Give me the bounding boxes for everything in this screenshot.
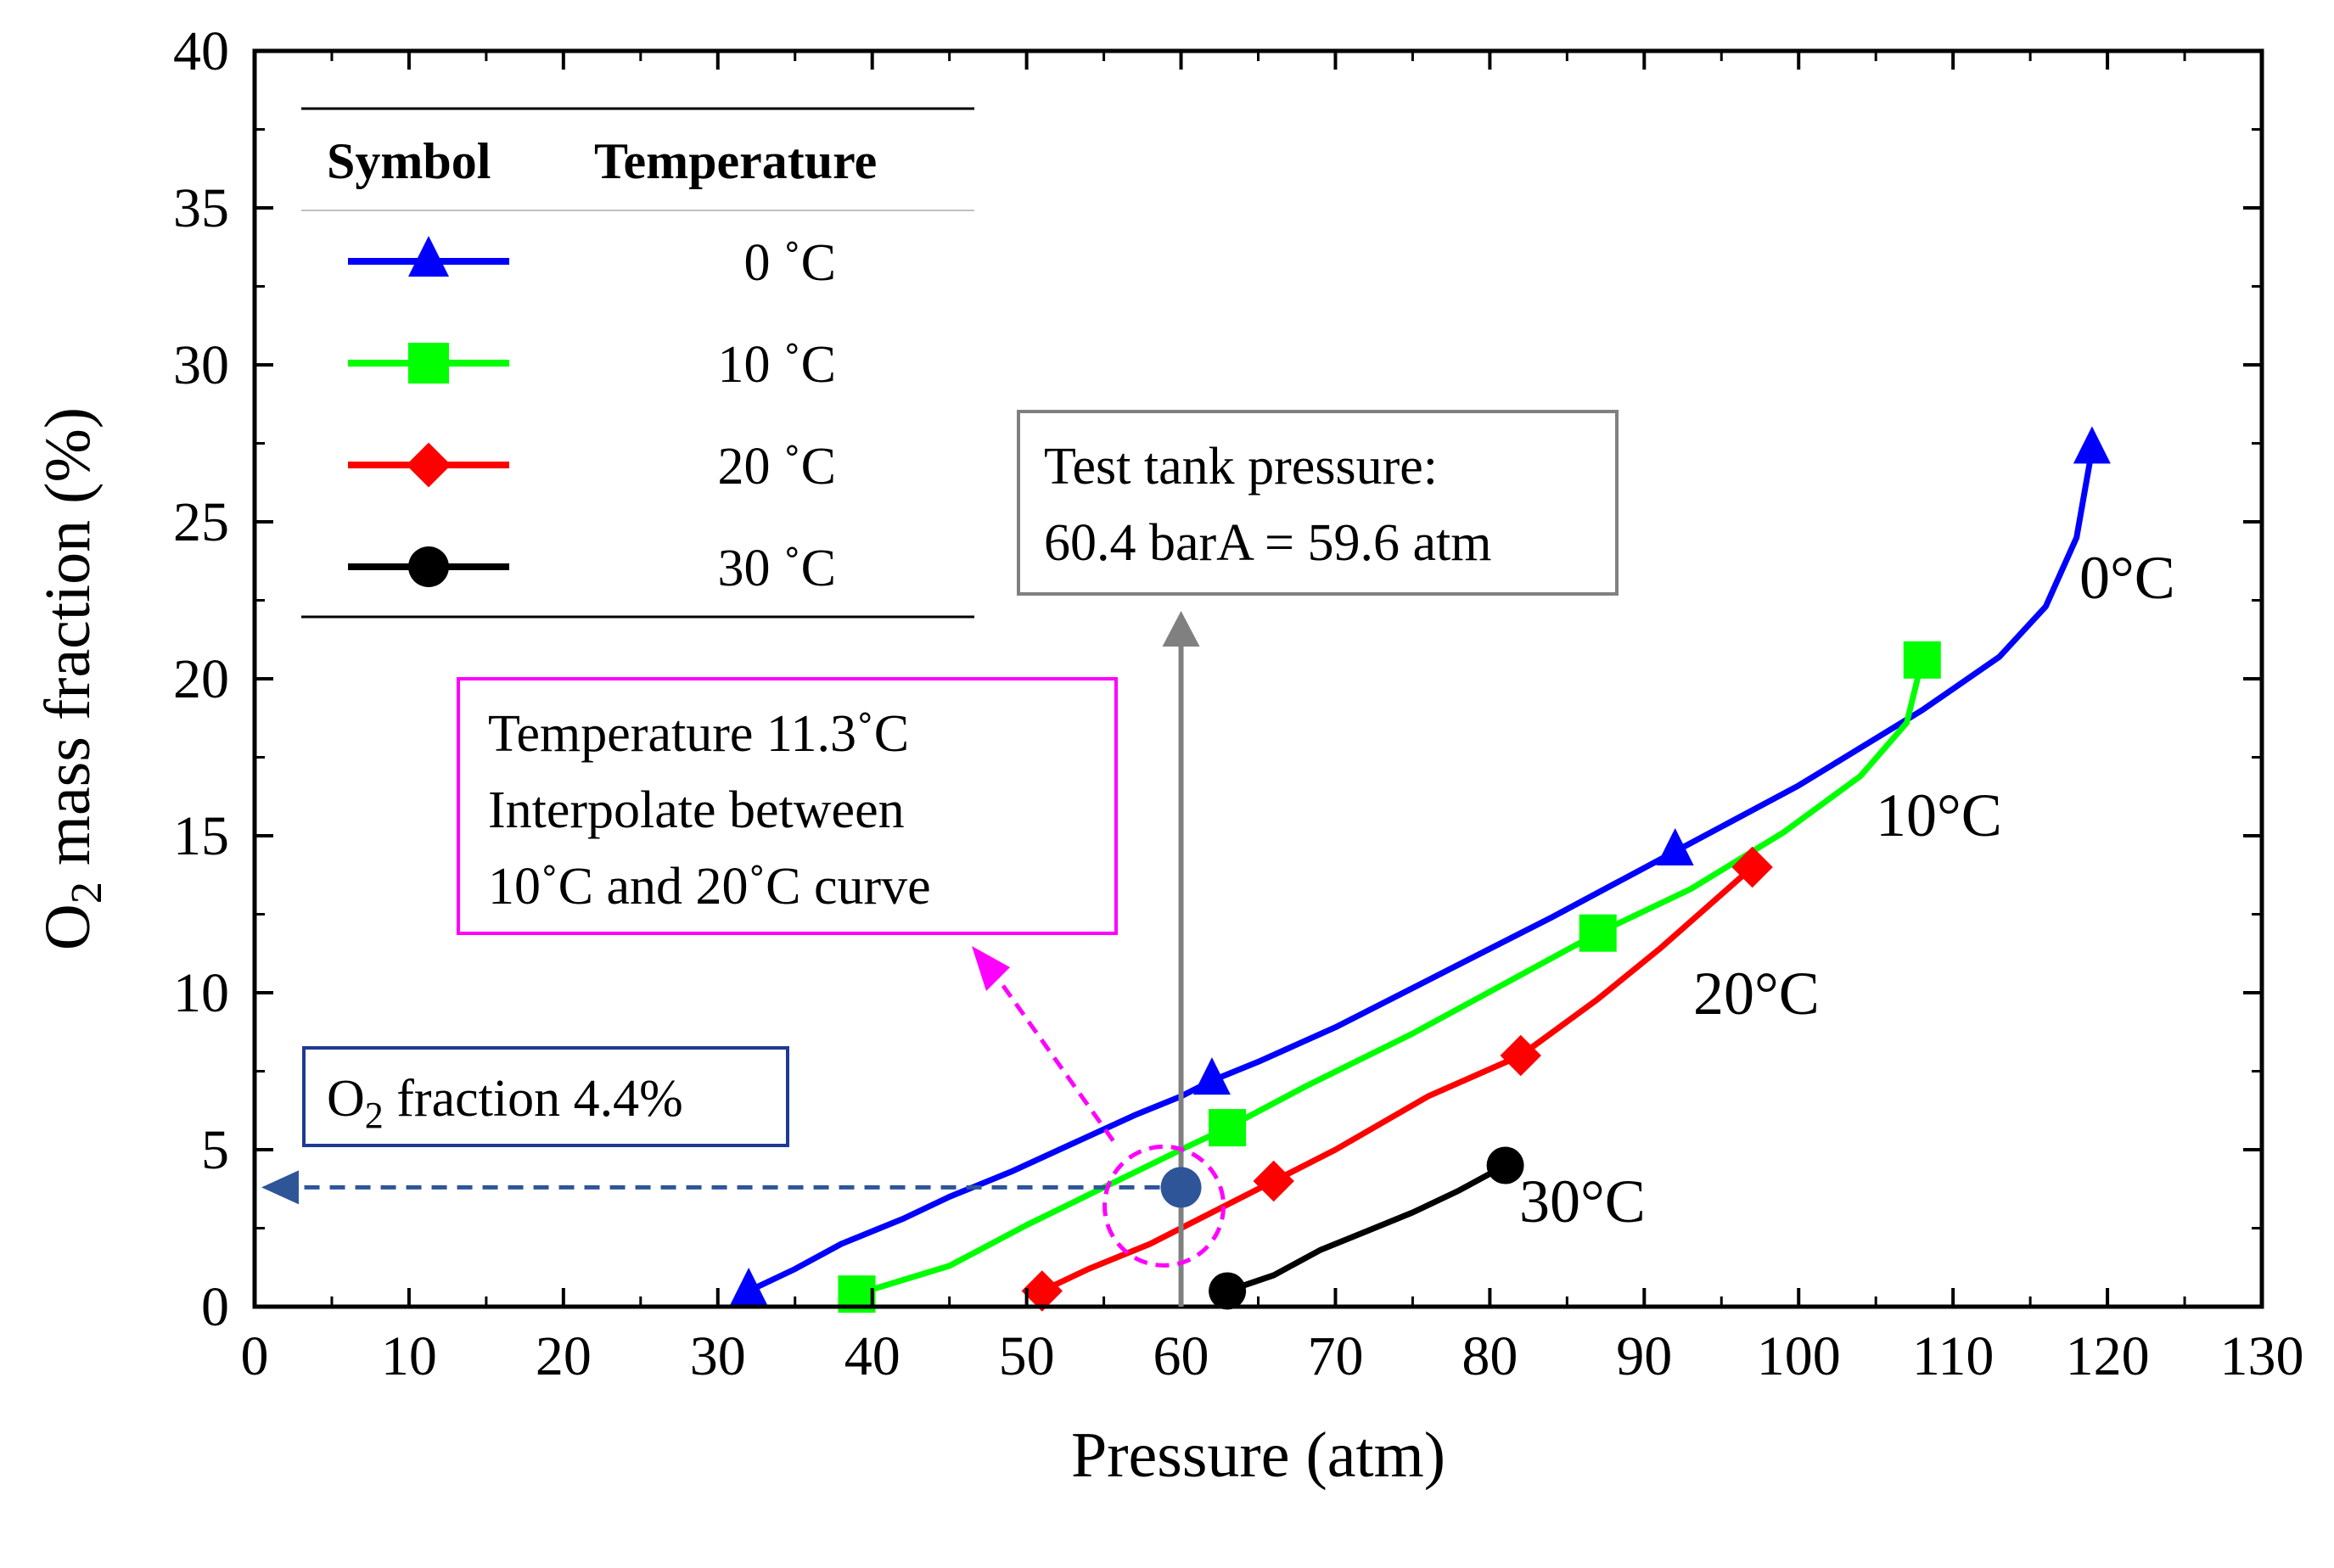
y-tick-label: 0 xyxy=(201,1276,229,1338)
x-tick-label: 60 xyxy=(1153,1325,1209,1387)
series-marker xyxy=(1656,828,1694,865)
curve-label: 20°C xyxy=(1693,960,1820,1028)
interpolation-line1: Temperature 11.3˚C xyxy=(488,705,909,763)
legend-header-temperature: Temperature xyxy=(594,133,877,189)
legend-row-1: 10 ˚C xyxy=(348,336,836,394)
curve-label: 10°C xyxy=(1876,781,2002,849)
series-line xyxy=(745,446,2096,1294)
test-point xyxy=(1160,1167,1202,1208)
interpolation-box-frame xyxy=(457,677,1118,935)
series-marker xyxy=(1209,1109,1247,1147)
curve-label: 0°C xyxy=(2079,544,2175,612)
y-tick-label: 25 xyxy=(173,491,229,553)
curve-label-layer: 0°C 10°C 20°C 30°C xyxy=(1519,544,2175,1235)
series-1 xyxy=(838,641,1941,1313)
tick-layer: 0 10 20 30 40 50 60 70 80 90 100 110 120 130 0 5 10 15 20 2… xyxy=(173,20,2304,1387)
x-tick-label: 120 xyxy=(2066,1325,2150,1387)
interpolation-arrowhead xyxy=(972,946,1010,991)
legend-marker xyxy=(408,546,449,587)
interpolation-line3: 10˚C and 20˚C curve xyxy=(488,858,931,916)
fraction-arrowhead xyxy=(261,1170,299,1205)
y-tick-label: 35 xyxy=(173,177,229,239)
fraction-box: O2 fraction 4.4% xyxy=(302,1046,789,1147)
y-axis-title-rest: mass fraction (%) xyxy=(32,407,104,882)
legend: Symbol Temperature 0 ˚C 10 ˚C 20 ˚C 30 ˚C xyxy=(301,107,974,619)
y-axis-title-o: O xyxy=(32,904,104,950)
tank-pressure-line2: 60.4 barA = 59.6 atm xyxy=(1044,514,1491,572)
legend-marker xyxy=(408,343,449,384)
y-axis-title-sub: 2 xyxy=(63,882,111,904)
y-axis-title: O2 mass fraction (%) xyxy=(32,407,111,950)
y-tick-label: 5 xyxy=(201,1119,229,1181)
y-tick-label: 15 xyxy=(173,805,229,867)
legend-row-3: 30 ˚C xyxy=(348,540,836,597)
interpolation-line2: Interpolate between xyxy=(488,781,905,839)
x-tick-label: 10 xyxy=(381,1325,437,1387)
series-line xyxy=(1224,1162,1509,1294)
x-tick-label: 20 xyxy=(536,1325,592,1387)
legend-marker xyxy=(408,236,449,277)
interpolation-box: Temperature 11.3˚C Interpolate between 1… xyxy=(457,677,1118,935)
series-marker xyxy=(1486,1146,1524,1184)
y-tick-label: 40 xyxy=(173,20,229,82)
series-marker xyxy=(1253,1160,1294,1202)
series-marker xyxy=(1731,846,1773,888)
fraction-text-o: O xyxy=(327,1070,365,1128)
series-marker xyxy=(1500,1034,1541,1077)
tank-pressure-line1: Test tank pressure: xyxy=(1044,438,1438,496)
y-tick-label: 30 xyxy=(173,334,229,396)
series-2 xyxy=(1021,846,1773,1312)
y-tick-label: 20 xyxy=(173,648,229,710)
series-marker xyxy=(1579,914,1617,952)
x-axis-title: Pressure (atm) xyxy=(1071,1420,1445,1491)
tank-pressure-box-frame xyxy=(1017,410,1619,596)
curve-label: 30°C xyxy=(1519,1168,1646,1235)
interpolation-arrow-line xyxy=(990,970,1115,1142)
series-3 xyxy=(1209,1146,1524,1310)
x-tick-label: 40 xyxy=(844,1325,900,1387)
series-marker xyxy=(2073,426,2111,464)
legend-header-symbol: Symbol xyxy=(327,133,491,189)
fraction-text-sub: 2 xyxy=(365,1095,384,1136)
legend-row-0: 0 ˚C xyxy=(348,234,836,292)
legend-label: 0 ˚C xyxy=(744,234,837,292)
pressure-arrowhead xyxy=(1162,611,1200,647)
legend-row-2: 20 ˚C xyxy=(348,438,836,496)
x-tick-label: 70 xyxy=(1307,1325,1363,1387)
x-tick-label: 80 xyxy=(1462,1325,1518,1387)
annotation-layer xyxy=(261,611,1226,1307)
series-line xyxy=(854,657,1926,1297)
series-line xyxy=(1039,864,1756,1294)
legend-marker xyxy=(406,442,452,488)
series-marker xyxy=(1903,641,1941,679)
series-layer xyxy=(730,426,2111,1313)
legend-label: 10 ˚C xyxy=(718,336,837,394)
legend-label: 20 ˚C xyxy=(718,438,837,496)
x-tick-label: 100 xyxy=(1757,1325,1841,1387)
x-tick-label: 110 xyxy=(1912,1325,1995,1387)
x-tick-label: 130 xyxy=(2220,1325,2304,1387)
fraction-text-rest: fraction 4.4% xyxy=(384,1070,683,1128)
tank-pressure-box: Test tank pressure: 60.4 barA = 59.6 atm xyxy=(1017,410,1619,596)
x-tick-label: 50 xyxy=(999,1325,1055,1387)
series-marker xyxy=(1192,1057,1231,1095)
series-marker xyxy=(1021,1270,1063,1312)
y-tick-label: 10 xyxy=(173,962,229,1024)
legend-label: 30 ˚C xyxy=(718,540,837,597)
fraction-box-frame xyxy=(302,1046,789,1147)
fraction-text: O2 fraction 4.4% xyxy=(327,1070,683,1136)
interpolation-circle xyxy=(1102,1144,1226,1268)
series-marker xyxy=(1209,1272,1247,1310)
x-tick-label: 0 xyxy=(241,1325,269,1387)
legend-rows: 0 ˚C 10 ˚C 20 ˚C 30 ˚C xyxy=(348,234,836,597)
series-0 xyxy=(730,426,2111,1305)
x-tick-label: 90 xyxy=(1616,1325,1672,1387)
x-tick-label: 30 xyxy=(690,1325,746,1387)
series-marker xyxy=(730,1268,768,1305)
